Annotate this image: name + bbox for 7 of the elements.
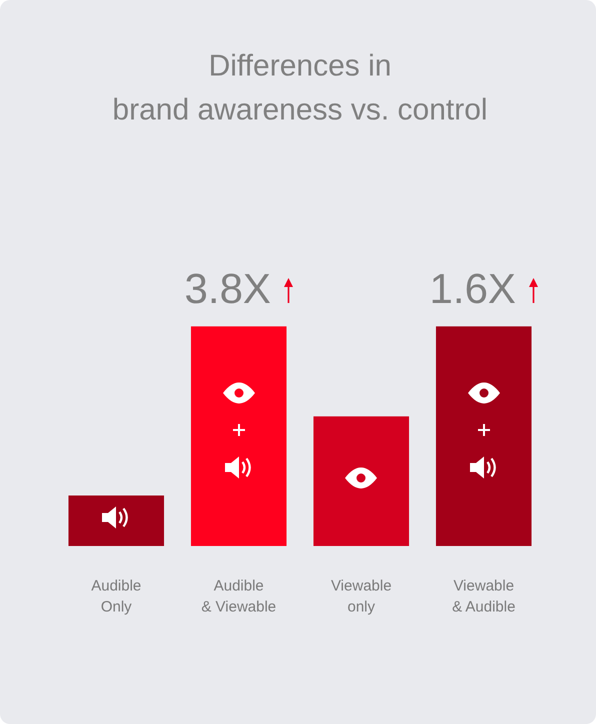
- chart-title: Differences in brand awareness vs. control: [112, 49, 488, 126]
- x-tick-label: Audible & Viewable: [201, 578, 276, 616]
- x-tick-label: Viewable & Audible: [452, 578, 516, 616]
- x-tick-label: Audible Only: [91, 578, 142, 616]
- x-tick-label: Viewable only: [330, 578, 392, 616]
- annotation: 1.6X: [430, 265, 516, 312]
- annotation: 3.8X: [184, 265, 271, 312]
